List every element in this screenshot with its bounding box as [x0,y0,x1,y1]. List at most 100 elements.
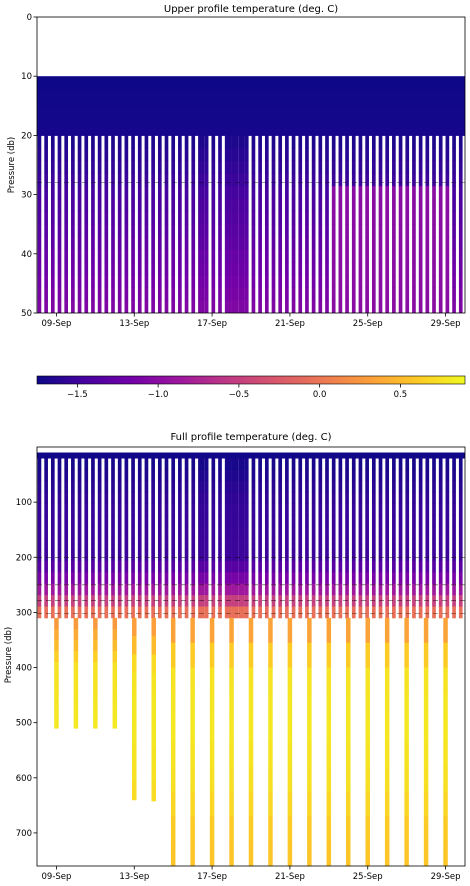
profile-cell [91,160,95,174]
profile-cell [452,469,456,482]
profile-cell [178,148,182,162]
profile-cell [198,198,205,212]
deep-profile-cell [384,717,390,743]
band-cell [37,455,465,458]
profile-cell [157,560,162,573]
profile-cell [50,595,55,607]
profile-cell [44,469,48,482]
profile-cell [91,469,95,482]
profile-cell [258,503,262,516]
profile-cell [385,458,390,470]
profile-cell [405,173,410,187]
profile-cell [291,224,296,238]
profile-cell [418,572,423,585]
deep-profile-cell [326,667,332,693]
profile-cell [412,160,416,174]
profile-cell [385,135,390,149]
profile-cell [44,211,48,225]
profile-cell [458,287,463,301]
profile-cell [318,287,323,301]
profile-cell [204,300,209,313]
profile-cell [358,503,363,516]
profile-cell [264,300,269,313]
profile-cell [184,549,189,562]
profile-cell [164,160,169,174]
profile-cell [124,287,129,301]
profile-cell [305,211,309,225]
profile-cell [291,211,296,225]
profile-cell [291,198,296,212]
profile-cell [178,160,182,174]
profile-cell [211,595,216,607]
profile-cell [144,262,149,276]
profile-cell [238,135,245,149]
profile-cell [258,211,262,225]
profile-cell [204,148,209,162]
deep-profile-cell [190,692,195,718]
profile-cell [425,300,430,313]
profile-cell [37,287,42,301]
profile-cell [50,583,55,596]
profile-cell [57,458,62,470]
profile-cell [258,458,262,470]
profile-cell [345,606,349,619]
profile-cell [405,492,410,505]
profile-cell [97,458,102,470]
profile-cell [445,186,450,200]
profile-cell [298,469,303,482]
profile-cell [198,458,205,470]
profile-cell [298,262,303,276]
profile-cell [164,492,169,505]
deep-profile-cell [307,667,312,693]
profile-cell [345,583,349,596]
profile-cell [178,549,182,562]
profile-cell [84,595,89,607]
profile-cell [452,262,456,276]
deep-profile-cell [326,692,332,718]
profile-cell [64,287,69,301]
profile-cell [345,274,349,289]
profile-cell [224,198,232,212]
profile-cell [258,249,262,263]
profile-cell [291,469,296,482]
profile-cell [264,595,269,607]
profile-cell [418,537,423,550]
profile-cell [271,186,276,200]
profile-cell [117,572,122,585]
profile-cell [137,583,142,596]
profile-cell [378,560,383,573]
profile-cell [104,198,109,212]
profile-cell [458,469,463,482]
profile-cell [285,583,289,596]
profile-cell [325,549,329,562]
profile-cell [84,572,89,585]
deep-profile-cell [190,816,195,842]
profile-cell [97,173,102,187]
profile-cell [251,211,256,225]
profile-cell [331,224,336,238]
profile-cell [418,595,423,607]
profile-cell [271,503,276,516]
profile-cell [131,606,135,619]
deep-profile-cell [73,695,79,707]
profile-cell [198,469,205,482]
profile-cell [71,560,75,573]
profile-cell [157,224,162,238]
profile-cell [311,300,316,313]
profile-cell [398,458,403,470]
profile-cell [305,160,309,174]
deep-profile-cell [93,717,98,729]
profile-cell [418,560,423,573]
colorbar-tick-label: 0.5 [394,390,408,400]
deep-profile-cell [423,766,429,792]
profile-cell [178,274,182,289]
profile-cell [50,469,55,482]
profile-cell [37,469,42,482]
profile-cell [358,198,363,212]
profile-cell [318,606,323,619]
profile-cell [151,515,155,527]
profile-cell [305,526,309,539]
profile-cell [157,572,162,585]
profile-cell [325,236,329,250]
profile-cell [351,595,356,607]
